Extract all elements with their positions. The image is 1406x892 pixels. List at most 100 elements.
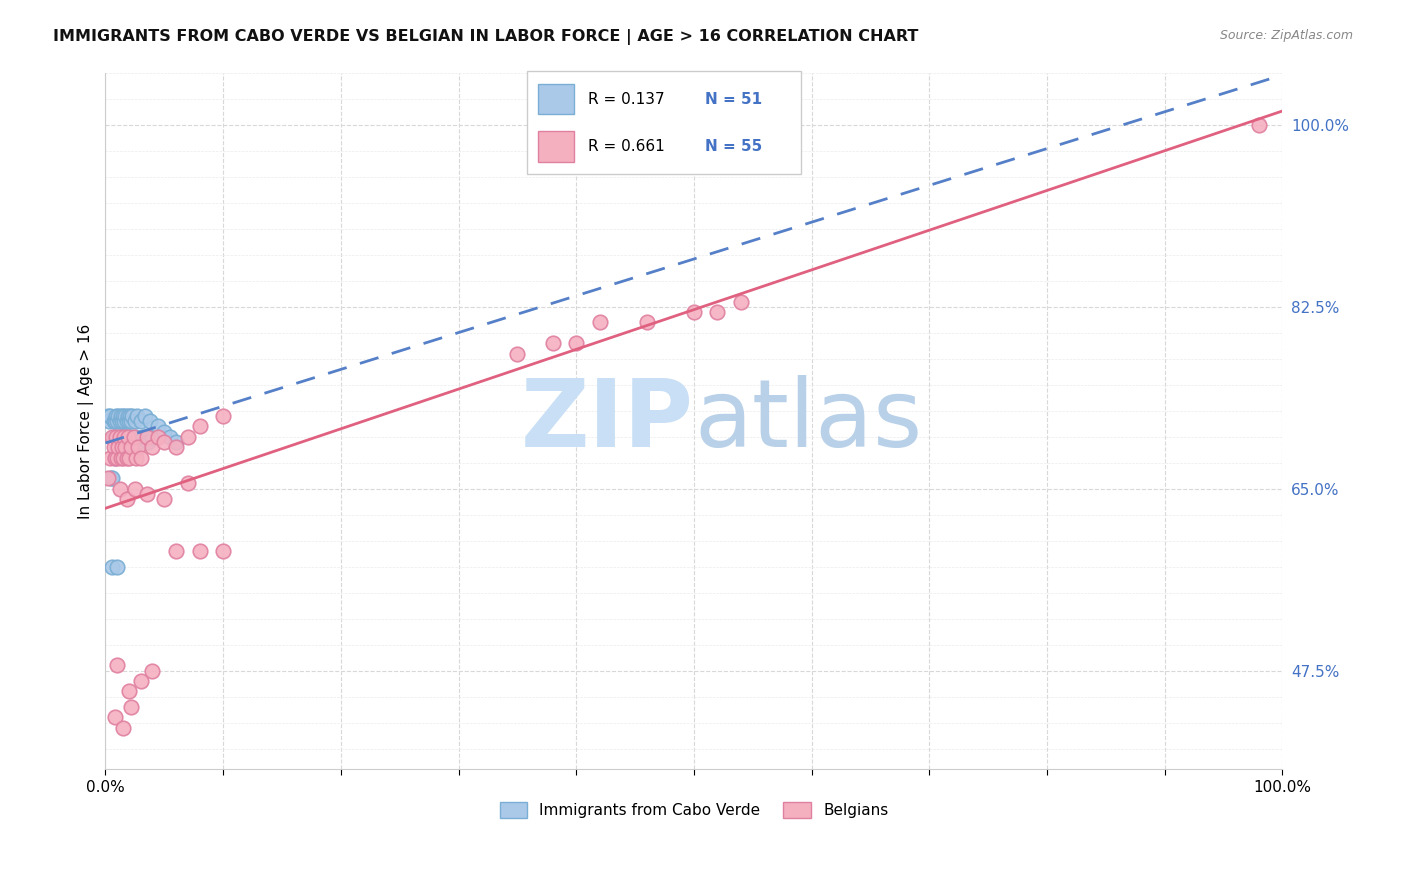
Point	[101, 559, 124, 574]
Point	[117, 409, 139, 423]
Point	[134, 409, 156, 423]
Point	[127, 409, 149, 423]
Point	[127, 434, 149, 449]
Point	[212, 409, 235, 423]
Point	[135, 487, 157, 501]
Point	[97, 414, 120, 428]
Point	[98, 409, 121, 423]
Point	[118, 450, 141, 465]
Point	[114, 409, 136, 423]
Point	[129, 414, 152, 428]
Point	[122, 430, 145, 444]
Bar	[538, 131, 574, 161]
Point	[103, 414, 125, 428]
Point	[141, 430, 163, 444]
Point	[177, 430, 200, 444]
Point	[104, 430, 127, 444]
Point	[132, 430, 155, 444]
Text: atlas: atlas	[695, 376, 922, 467]
Point	[105, 450, 128, 465]
Point	[165, 440, 187, 454]
Point	[148, 419, 170, 434]
Point	[97, 409, 120, 423]
Point	[125, 430, 148, 444]
Point	[105, 440, 128, 454]
Point	[120, 414, 142, 428]
Point	[165, 544, 187, 558]
Point	[108, 414, 131, 428]
Text: R = 0.661: R = 0.661	[588, 139, 664, 153]
Point	[121, 409, 143, 423]
Point	[124, 482, 146, 496]
Point	[565, 336, 588, 351]
Point	[188, 544, 211, 558]
Point	[110, 434, 132, 449]
Text: IMMIGRANTS FROM CABO VERDE VS BELGIAN IN LABOR FORCE | AGE > 16 CORRELATION CHAR: IMMIGRANTS FROM CABO VERDE VS BELGIAN IN…	[53, 29, 918, 45]
Point	[112, 434, 135, 449]
Point	[153, 434, 176, 449]
Point	[110, 450, 132, 465]
Point	[153, 492, 176, 507]
Point	[115, 450, 138, 465]
Point	[118, 684, 141, 698]
Point	[139, 414, 162, 428]
Point	[159, 430, 181, 444]
Point	[108, 430, 131, 444]
Point	[124, 414, 146, 428]
Point	[108, 430, 131, 444]
Point	[117, 430, 139, 444]
Point	[103, 440, 125, 454]
Point	[110, 409, 132, 423]
Y-axis label: In Labor Force | Age > 16: In Labor Force | Age > 16	[79, 324, 94, 519]
Text: N = 51: N = 51	[706, 92, 762, 107]
Point	[104, 450, 127, 465]
Point	[107, 409, 129, 423]
Point	[104, 450, 127, 465]
Point	[541, 336, 564, 351]
Point	[103, 430, 125, 444]
Point	[115, 430, 138, 444]
Point	[636, 315, 658, 329]
Point	[118, 434, 141, 449]
Legend: Immigrants from Cabo Verde, Belgians: Immigrants from Cabo Verde, Belgians	[494, 797, 894, 824]
FancyBboxPatch shape	[527, 71, 801, 174]
Point	[118, 414, 141, 428]
Point	[177, 476, 200, 491]
Text: N = 55: N = 55	[706, 139, 762, 153]
Point	[188, 419, 211, 434]
Point	[105, 559, 128, 574]
Point	[120, 440, 142, 454]
Point	[115, 414, 138, 428]
Point	[112, 721, 135, 735]
Point	[136, 434, 159, 449]
Point	[114, 440, 136, 454]
Point	[165, 434, 187, 449]
Point	[104, 710, 127, 724]
Text: ZIP: ZIP	[522, 376, 695, 467]
Point	[135, 430, 157, 444]
Point	[127, 440, 149, 454]
Point	[148, 430, 170, 444]
Point	[706, 305, 728, 319]
Point	[212, 544, 235, 558]
Point	[101, 471, 124, 485]
Point	[141, 440, 163, 454]
Point	[120, 700, 142, 714]
Point	[114, 434, 136, 449]
Point	[153, 425, 176, 439]
Point	[683, 305, 706, 319]
Point	[120, 430, 142, 444]
Point	[112, 409, 135, 423]
Text: R = 0.137: R = 0.137	[588, 92, 664, 107]
Point	[129, 673, 152, 688]
Point	[1247, 118, 1270, 132]
Point	[111, 414, 134, 428]
Point	[589, 315, 612, 329]
Point	[141, 664, 163, 678]
Text: Source: ZipAtlas.com: Source: ZipAtlas.com	[1219, 29, 1353, 42]
Point	[105, 414, 128, 428]
Point	[129, 450, 152, 465]
Point	[104, 414, 127, 428]
Point	[112, 414, 135, 428]
Point	[101, 430, 124, 444]
